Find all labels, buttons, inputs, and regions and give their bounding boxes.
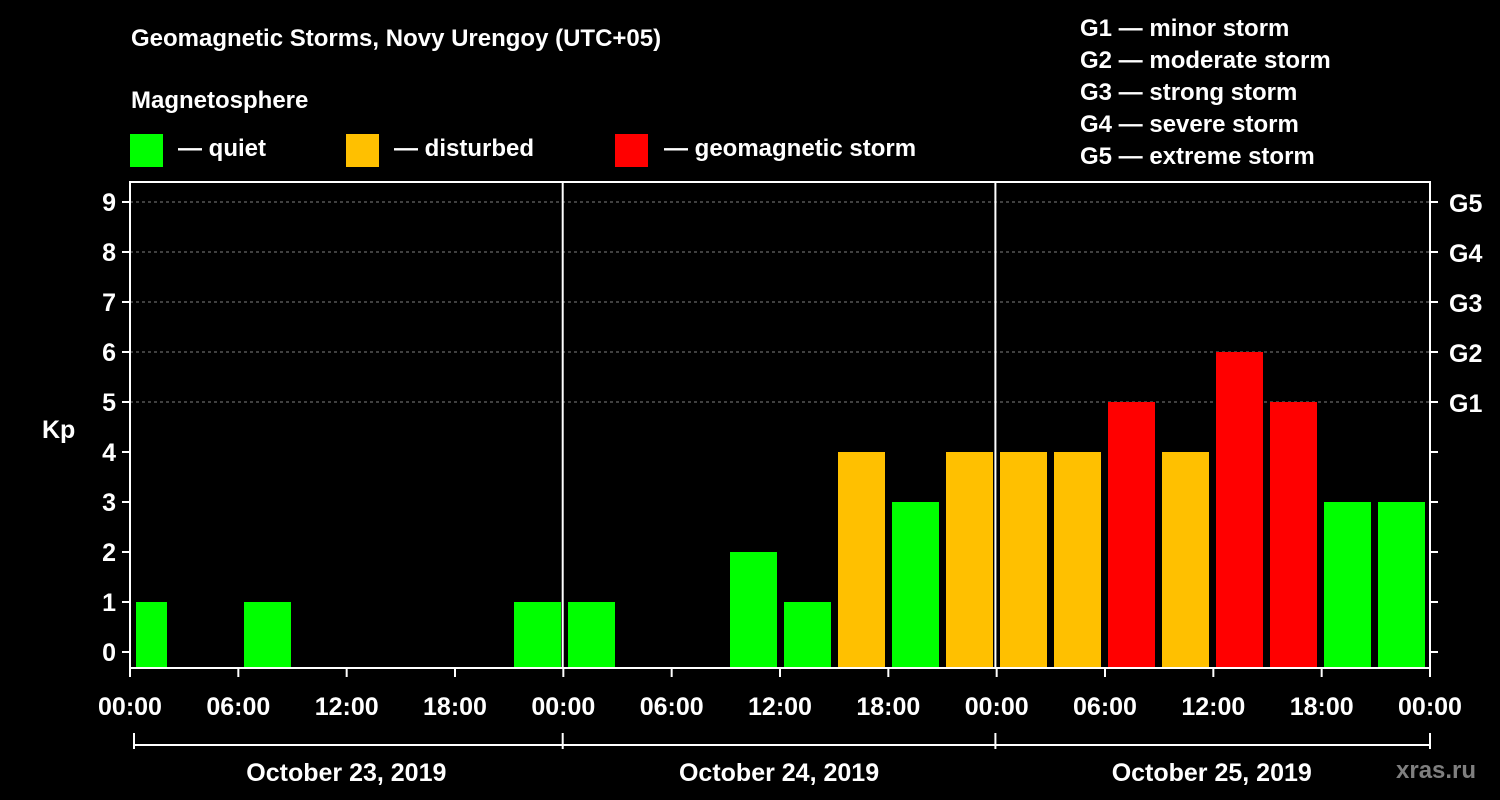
day-label-2: October 25, 2019 (1112, 759, 1312, 787)
y-tick-label-3: 3 (102, 489, 116, 517)
kp-bar-16 (1000, 452, 1047, 668)
day-label-0: October 23, 2019 (246, 759, 446, 787)
y-tick-label-2: 2 (102, 539, 116, 567)
kp-bar-2 (244, 602, 291, 668)
scale-legend-g1: G1 — minor storm (1080, 15, 1290, 42)
y-tick-label-0: 0 (102, 639, 116, 667)
legend-swatch-quiet (130, 134, 163, 167)
scale-legend-g3: G3 — strong storm (1080, 79, 1298, 106)
scale-legend-g2: G2 — moderate storm (1080, 47, 1331, 74)
y-tick-label-4: 4 (102, 439, 116, 467)
kp-bar-8 (568, 602, 615, 668)
legend-swatch-disturbed (346, 134, 379, 167)
kp-bar-12 (784, 602, 831, 668)
kp-bar-22 (1324, 502, 1371, 668)
g-scale-label-g1: G1 (1449, 390, 1482, 418)
x-tick-label-11: 18:00 (1290, 693, 1354, 721)
y-tick-label-8: 8 (102, 239, 116, 267)
legend-label-disturbed: — disturbed (394, 135, 535, 162)
x-tick-label-7: 18:00 (856, 693, 920, 721)
x-tick-label-10: 12:00 (1181, 693, 1245, 721)
kp-bar-14 (892, 502, 939, 668)
x-tick-label-5: 06:00 (640, 693, 704, 721)
watermark: xras.ru (1396, 757, 1477, 784)
kp-bar-21 (1270, 402, 1317, 668)
kp-bar-20 (1216, 352, 1263, 668)
kp-bar-23 (1378, 502, 1425, 668)
chart-title: Geomagnetic Storms, Novy Urengoy (UTC+05… (131, 25, 662, 52)
x-tick-label-2: 12:00 (315, 693, 379, 721)
x-tick-label-9: 06:00 (1073, 693, 1137, 721)
legend-label-storm: — geomagnetic storm (664, 135, 917, 162)
kp-bar-18 (1108, 402, 1155, 668)
kp-bar-11 (730, 552, 777, 668)
x-tick-label-3: 18:00 (423, 693, 487, 721)
y-tick-label-1: 1 (102, 589, 116, 617)
y-axis-label: Kp (42, 416, 75, 444)
kp-bar-17 (1054, 452, 1101, 668)
legend-swatch-storm (615, 134, 648, 167)
y-tick-label-7: 7 (102, 289, 116, 317)
x-tick-label-1: 06:00 (206, 693, 270, 721)
kp-bar-0 (136, 602, 167, 668)
x-tick-label-6: 12:00 (748, 693, 812, 721)
legend-title: Magnetosphere (131, 87, 309, 114)
g-scale-label-g5: G5 (1449, 190, 1482, 218)
kp-bar-13 (838, 452, 885, 668)
y-tick-label-9: 9 (102, 189, 116, 217)
g-scale-label-g3: G3 (1449, 290, 1482, 318)
g-scale-label-g2: G2 (1449, 340, 1482, 368)
g-scale-label-g4: G4 (1449, 240, 1482, 268)
x-tick-label-4: 00:00 (531, 693, 595, 721)
scale-legend-g5: G5 — extreme storm (1080, 143, 1315, 170)
kp-bar-19 (1162, 452, 1209, 668)
scale-legend-g4: G4 — severe storm (1080, 111, 1299, 138)
x-tick-label-12: 00:00 (1398, 693, 1462, 721)
legend-label-quiet: — quiet (178, 135, 266, 162)
kp-bar-7 (514, 602, 561, 668)
x-tick-label-8: 00:00 (965, 693, 1029, 721)
y-tick-label-6: 6 (102, 339, 116, 367)
x-tick-label-0: 00:00 (98, 693, 162, 721)
day-label-1: October 24, 2019 (679, 759, 879, 787)
y-tick-label-5: 5 (102, 389, 116, 417)
kp-bar-15 (946, 452, 993, 668)
